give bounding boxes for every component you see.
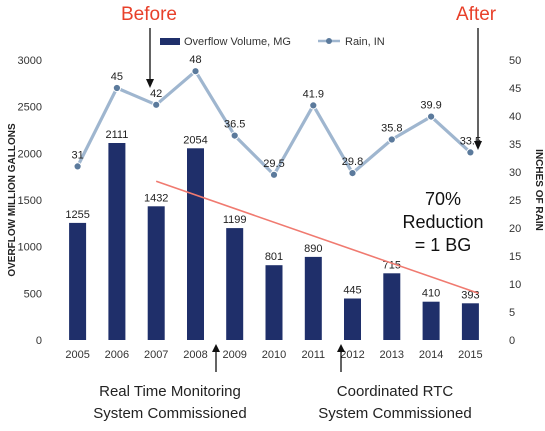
note-coordinated-line2: System Commissioned [318, 405, 471, 422]
bar-2006 [108, 143, 126, 340]
rain-label-2007: 42 [150, 88, 162, 100]
rain-label-2006: 45 [111, 71, 123, 83]
x-tick-2012: 2012 [340, 349, 364, 361]
rain-label-2011: 41.9 [303, 88, 324, 100]
bar-2012 [344, 298, 361, 340]
rain-label-2010: 29.5 [263, 158, 284, 170]
y-left-tick-1000: 1000 [18, 242, 42, 254]
x-tick-2005: 2005 [65, 349, 89, 361]
arrow-before [146, 28, 154, 88]
legend: Overflow Volume, MG Rain, IN [160, 36, 385, 48]
rain-point-2013 [387, 135, 396, 144]
rain-label-2005: 31 [71, 149, 83, 161]
rain-point-2008 [191, 67, 200, 76]
x-tick-2014: 2014 [419, 349, 443, 361]
bar-2008 [187, 148, 204, 340]
legend-line-label: Rain, IN [345, 36, 385, 48]
y-right-tick-15: 15 [509, 251, 521, 263]
reduction-word: Reduction [402, 212, 483, 232]
x-tick-2007: 2007 [144, 349, 168, 361]
x-tick-2015: 2015 [458, 349, 482, 361]
note-monitoring-line2: System Commissioned [93, 405, 246, 422]
x-tick-2009: 2009 [222, 349, 246, 361]
x-axis-ticks: 2005 2006 2007 2008 2009 2010 2011 2012 2013 2014… [65, 349, 482, 361]
y-right-tick-45: 45 [509, 83, 521, 95]
bar-2007 [147, 206, 165, 340]
x-tick-2008: 2008 [183, 349, 207, 361]
reduction-trendline [155, 180, 479, 295]
rain-label-2012: 29.8 [342, 156, 363, 168]
y-right-tick-25: 25 [509, 195, 521, 207]
bar-label-2008: 2054 [183, 134, 207, 146]
bar-label-2010: 801 [265, 251, 283, 263]
note-monitoring-line1: Real Time Monitoring [99, 383, 241, 400]
y-right-tick-20: 20 [509, 223, 521, 235]
y-right-tick-35: 35 [509, 139, 521, 151]
y-left-tick-2000: 2000 [18, 148, 42, 160]
x-tick-2006: 2006 [105, 349, 129, 361]
y-left-tick-3000: 3000 [18, 55, 42, 67]
rain-point-2012 [348, 169, 357, 178]
bar-2011 [304, 256, 322, 340]
x-tick-2011: 2011 [301, 349, 325, 361]
bar-2015 [461, 303, 479, 340]
y-left-tick-2500: 2500 [18, 102, 42, 114]
x-tick-2013: 2013 [380, 349, 404, 361]
y-right-tick-0: 0 [509, 335, 515, 347]
rain-point-2009 [230, 131, 239, 140]
arrow-after [474, 28, 482, 150]
rain-point-2006 [112, 83, 122, 93]
rain-point-2005 [73, 162, 82, 171]
rain-point-2010 [269, 170, 279, 179]
bar-label-2005: 1255 [65, 209, 89, 221]
legend-bar-swatch [160, 38, 180, 45]
bar-2010 [265, 265, 283, 340]
reduction-percent: 70% [425, 189, 461, 209]
bar-label-2006: 2111 [105, 129, 128, 141]
bar-label-2007: 1432 [144, 192, 168, 204]
reduction-amount: = 1 BG [415, 235, 472, 255]
overflow-bars [69, 143, 479, 340]
arrow-coordinated [337, 344, 345, 372]
after-annotation: After [456, 4, 497, 25]
y-left-tick-1500: 1500 [18, 195, 42, 207]
bar-2005 [69, 222, 87, 340]
rain-label-2009: 36.5 [224, 119, 245, 131]
before-annotation: Before [121, 4, 177, 25]
bar-2009 [226, 228, 244, 340]
legend-bar-label: Overflow Volume, MG [184, 36, 291, 48]
rain-label-2008: 48 [189, 54, 201, 66]
legend-line-marker [326, 38, 332, 44]
rain-points [73, 67, 475, 179]
rain-point-2007 [152, 100, 161, 109]
bar-label-2014: 410 [422, 288, 440, 300]
arrow-monitoring [212, 344, 220, 372]
bar-label-2011: 890 [304, 243, 322, 255]
bar-2014 [422, 301, 440, 340]
note-coordinated-line1: Coordinated RTC [337, 383, 454, 400]
y-right-tick-40: 40 [509, 111, 521, 123]
y-axis-right-title: INCHES OF RAIN [533, 149, 544, 231]
y-right-tick-10: 10 [509, 279, 521, 291]
rain-point-2015 [466, 148, 475, 157]
bar-2013 [383, 273, 401, 340]
y-axis-left-title: OVERFLOW MILLION GALLONS [7, 123, 18, 277]
y-left-tick-500: 500 [24, 288, 42, 300]
y-right-tick-5: 5 [509, 307, 515, 319]
rain-label-2014: 39.9 [420, 100, 441, 112]
y-axis-right-ticks: 0 5 10 15 20 25 30 35 40 45 50 [509, 55, 521, 347]
rain-point-2014 [427, 112, 436, 121]
x-tick-2010: 2010 [262, 349, 286, 361]
bar-label-2012: 445 [343, 285, 361, 297]
rain-point-2011 [309, 101, 318, 110]
y-axis-left-ticks: 0 500 1000 1500 2000 2500 3000 [18, 55, 42, 347]
y-right-tick-50: 50 [509, 55, 521, 67]
y-left-tick-0: 0 [36, 335, 42, 347]
y-right-tick-30: 30 [509, 167, 521, 179]
rain-label-2013: 35.8 [381, 123, 402, 135]
bar-label-2009: 1199 [223, 214, 247, 226]
